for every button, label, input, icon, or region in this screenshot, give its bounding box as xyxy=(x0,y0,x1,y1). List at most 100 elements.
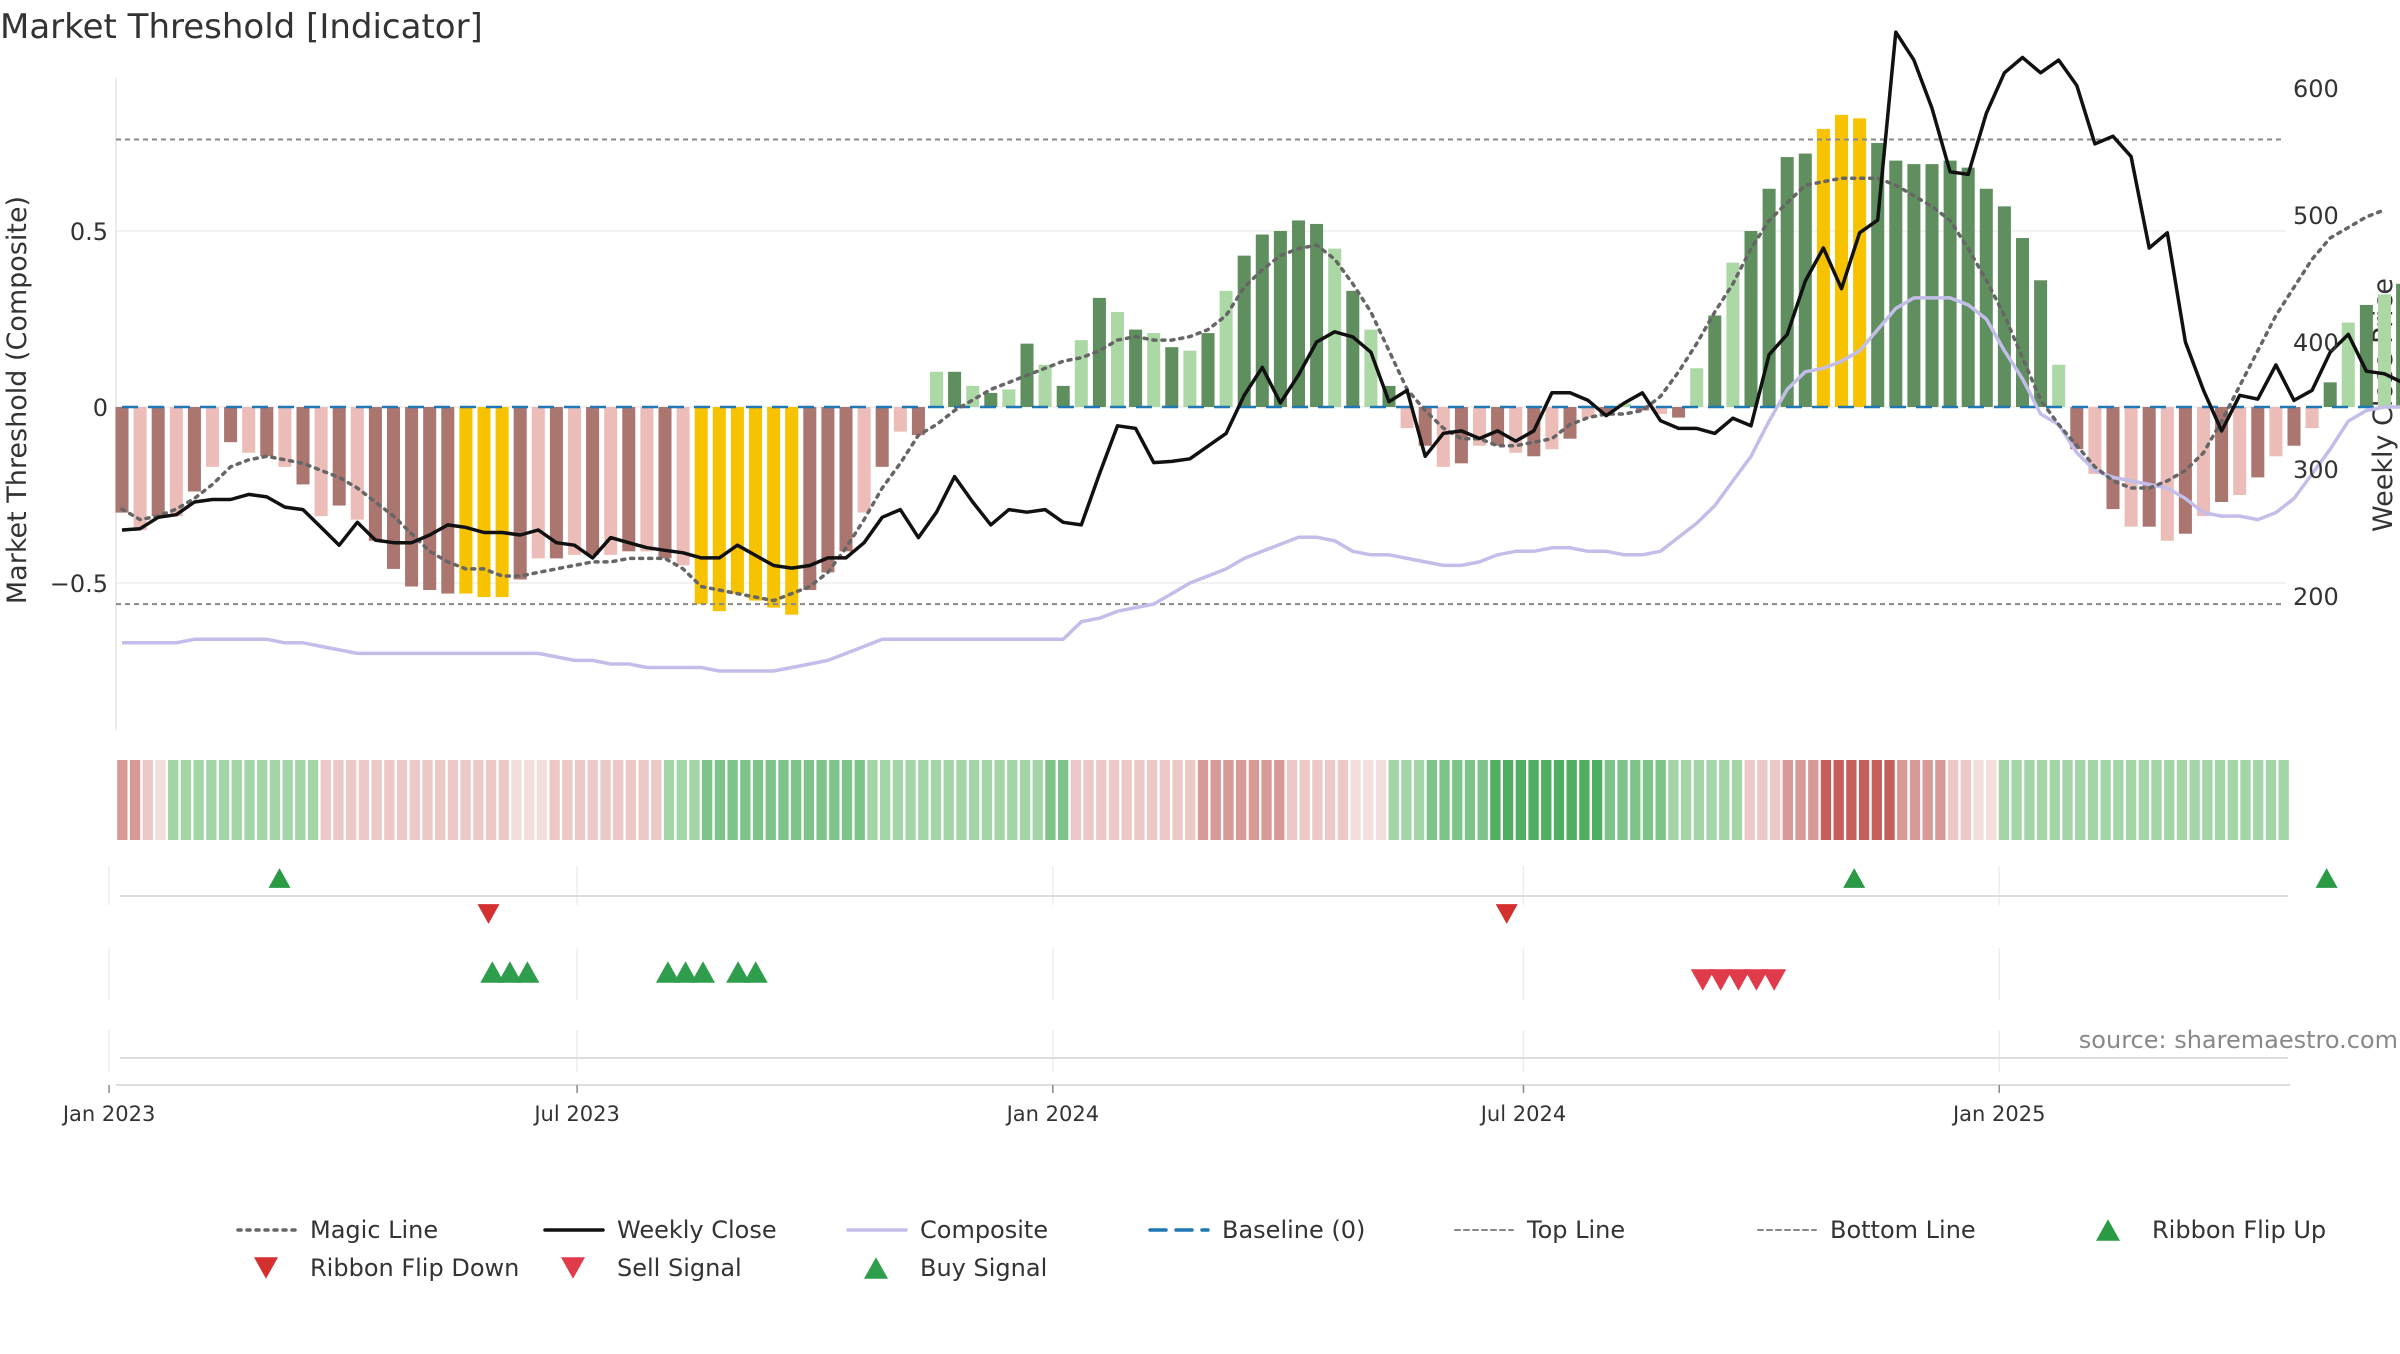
ribbon-segment xyxy=(638,760,649,840)
ribbon-segment xyxy=(2189,760,2200,840)
ribbon-segment xyxy=(257,760,268,840)
ribbon-segment xyxy=(1846,760,1857,840)
ribbon-segment xyxy=(1884,760,1895,840)
composite-bar xyxy=(785,407,799,615)
buy-signal-marker xyxy=(480,961,505,983)
weekly-close-line xyxy=(121,30,2400,570)
ribbon-segment xyxy=(981,760,993,840)
composite-bar xyxy=(803,407,817,591)
ribbon-segment xyxy=(956,760,967,840)
composite-bar xyxy=(1834,114,1849,407)
ribbon-segment xyxy=(1426,760,1437,840)
ribbon-segment xyxy=(1833,760,1844,840)
ribbon-segment xyxy=(1388,760,1399,840)
ribbon-segment xyxy=(994,760,1005,840)
composite-bar xyxy=(169,407,183,517)
ribbon-segment xyxy=(2176,760,2188,840)
ribbon-segment xyxy=(320,760,331,840)
composite-bar xyxy=(1436,407,1450,467)
composite-bar xyxy=(423,407,437,591)
composite-bar xyxy=(1074,340,1088,407)
composite-bar xyxy=(1943,160,1957,407)
ribbon-segment xyxy=(1719,760,1730,840)
composite-bar xyxy=(2323,382,2337,407)
ribbon-segment xyxy=(2151,760,2162,840)
legend-label: Bottom Line xyxy=(1830,1216,1976,1244)
composite-bar xyxy=(1599,407,1613,415)
ribbon-segment xyxy=(1769,760,1781,840)
ribbon-segment xyxy=(714,760,726,840)
ribbon-segment xyxy=(1007,760,1018,840)
ribbon-segment xyxy=(1197,760,1209,840)
composite-bar xyxy=(1635,407,1649,411)
ribbon-segment xyxy=(2138,760,2149,840)
ribbon-segment xyxy=(269,760,281,840)
composite-bar xyxy=(151,407,165,517)
ribbon-segment xyxy=(1591,760,1603,840)
ribbon-segment xyxy=(943,760,954,840)
ribbon-flip-up-marker xyxy=(268,868,291,888)
composite-bar xyxy=(1816,128,1830,408)
ribbon-segment xyxy=(663,760,675,840)
composite-bar xyxy=(911,407,925,436)
ribbon-segment xyxy=(803,760,815,840)
composite-bar xyxy=(1509,407,1523,453)
composite-bar xyxy=(1255,234,1269,407)
composite-bar xyxy=(694,407,708,605)
composite-bar xyxy=(1979,188,1993,407)
composite-bar xyxy=(332,407,346,506)
composite-bar xyxy=(893,407,907,432)
legend-swatch xyxy=(2096,1219,2120,1241)
ribbon-segment xyxy=(384,760,395,840)
legend-label: Baseline (0) xyxy=(1222,1216,1365,1244)
ribbon-segment xyxy=(371,760,382,840)
composite-bar xyxy=(350,407,364,520)
ribbon-segment xyxy=(1299,760,1310,840)
ribbon-segment xyxy=(1566,760,1577,840)
composite-bar xyxy=(1545,407,1559,450)
sell-signal-marker xyxy=(1762,969,1787,991)
ribbon-segment xyxy=(1210,760,1221,840)
composite-bar xyxy=(1780,157,1794,407)
composite-bar xyxy=(242,407,256,453)
ribbon-segment xyxy=(1337,760,1349,840)
ribbon-segment xyxy=(282,760,293,840)
ribbon-segment xyxy=(867,760,878,840)
composite-bar xyxy=(1672,407,1686,418)
composite-bar xyxy=(1110,311,1125,407)
ribbon-segment xyxy=(2253,760,2264,840)
composite-bar xyxy=(1907,164,1921,407)
composite-bar xyxy=(133,407,147,531)
composite-bar xyxy=(1092,297,1106,407)
legend-label: Ribbon Flip Up xyxy=(2152,1216,2326,1244)
composite-bar xyxy=(495,407,509,598)
buy-signal-marker xyxy=(726,961,751,983)
ribbon-segment xyxy=(1655,760,1666,840)
ribbon-segment xyxy=(1795,760,1806,840)
ribbon-segment xyxy=(854,760,865,840)
composite-bar xyxy=(604,407,618,555)
composite-bar xyxy=(1291,220,1306,407)
ribbon-segment xyxy=(1973,760,1984,840)
composite-bar xyxy=(2088,407,2102,474)
composite-bar xyxy=(1219,290,1233,407)
composite-bar xyxy=(549,407,563,559)
ribbon-segment xyxy=(1274,760,1285,840)
ribbon-segment xyxy=(1363,760,1374,840)
ribbon-segment xyxy=(1223,760,1234,840)
legend-swatch xyxy=(864,1257,888,1279)
composite-bar xyxy=(224,407,238,443)
composite-bar xyxy=(2377,294,2392,407)
ribbon-segment xyxy=(689,760,700,840)
ribbon-segment xyxy=(2100,760,2111,840)
ribbon-segment xyxy=(880,760,891,840)
ribbon-segment xyxy=(1019,760,1031,840)
ribbon-segment xyxy=(333,760,344,840)
ribbon-segment xyxy=(918,760,929,840)
ribbon-segment xyxy=(2113,760,2124,840)
composite-bar xyxy=(1201,333,1215,407)
legend-swatch xyxy=(254,1257,278,1279)
composite-bar xyxy=(2196,407,2211,517)
signal-markers xyxy=(254,868,2338,1279)
